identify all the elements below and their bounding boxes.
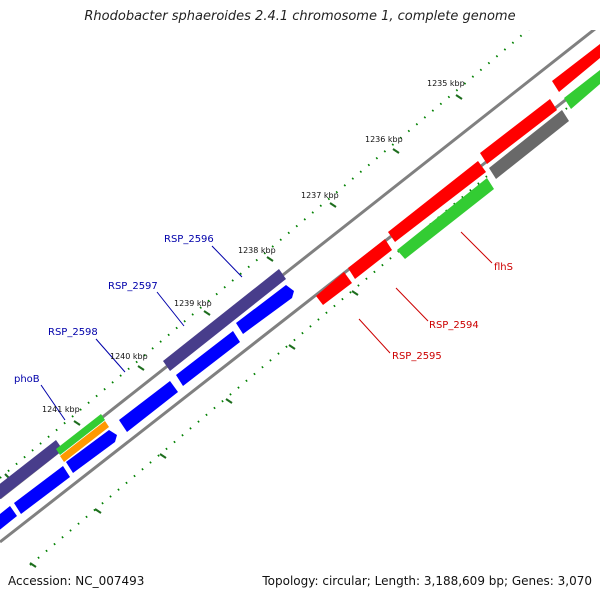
tick-label: 1239 kbp [174,299,212,308]
forward-gene-labels: RSP_2596 RSP_2597 RSP_2598 phoB [14,234,214,385]
gene-label-flhs[interactable]: flhS [494,262,513,273]
accession-text: Accession: NC_007493 [8,574,145,588]
gene-label-rsp2595[interactable]: RSP_2595 [392,351,442,362]
forward-gene-track [0,285,294,530]
tick-labels: 1235 kbp 1236 kbp 1237 kbp 1238 kbp 1239… [42,79,465,414]
gene-label-phob[interactable]: phoB [14,374,40,385]
cds-edge-green [564,70,600,109]
gene-phob [66,430,117,473]
gene-label-rsp2594[interactable]: RSP_2594 [429,320,479,331]
gene-label-rsp2597[interactable]: RSP_2597 [108,281,158,292]
cds-phob [0,440,63,500]
gene-edge [0,506,17,530]
tick-label: 1241 kbp [42,405,80,414]
map-title: Rhodobacter sphaeroides 2.4.1 chromosome… [84,9,516,24]
rna-features [56,414,109,462]
tick-label: 1237 kbp [301,191,339,200]
gene-rsp2595 [316,272,352,305]
reverse-leader-lines [358,231,493,354]
rna-orange-feature [60,421,109,462]
gene-rsp2594 [348,239,392,279]
gene-rsp2598 [119,381,178,432]
genome-summary-text: Topology: circular; Length: 3,188,609 bp… [262,574,592,588]
gene-flhr [480,99,557,164]
gene-rsp2596 [236,285,294,334]
gene-edge-red [552,44,600,92]
gene-label-rsp2598[interactable]: RSP_2598 [48,327,98,338]
tick-label: 1238 kbp [238,246,276,255]
reverse-gene-track [316,44,600,305]
gene-rsp2597 [176,331,240,386]
gene-flhs [388,161,486,242]
rna-green-feature [56,414,105,455]
gene-phob-upstream [14,466,70,514]
major-ticks-outer [4,94,463,479]
tick-label: 1240 kbp [110,352,148,361]
forward-cds-track [0,269,286,500]
reverse-cds-track [397,70,600,259]
gene-label-rsp2596[interactable]: RSP_2596 [164,234,214,245]
cds-rsp2596 [163,269,286,371]
reverse-gene-labels: flhS RSP_2594 RSP_2595 [392,262,513,362]
cds-flhs [397,178,494,259]
tick-label: 1236 kbp [365,135,403,144]
tick-label: 1235 kbp [427,79,465,88]
cds-rsp2594 [489,110,569,179]
forward-leader-lines [40,245,243,421]
